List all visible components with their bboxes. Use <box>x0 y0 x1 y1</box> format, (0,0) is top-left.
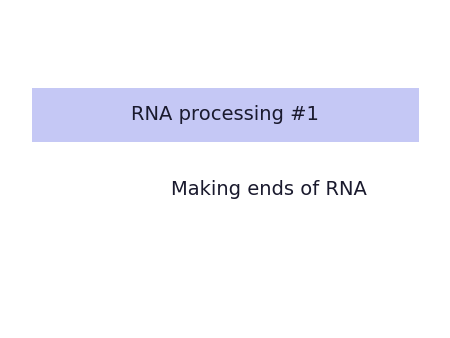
Text: RNA processing #1: RNA processing #1 <box>131 105 319 124</box>
Text: Making ends of RNA: Making ends of RNA <box>171 180 367 199</box>
FancyBboxPatch shape <box>32 88 419 142</box>
